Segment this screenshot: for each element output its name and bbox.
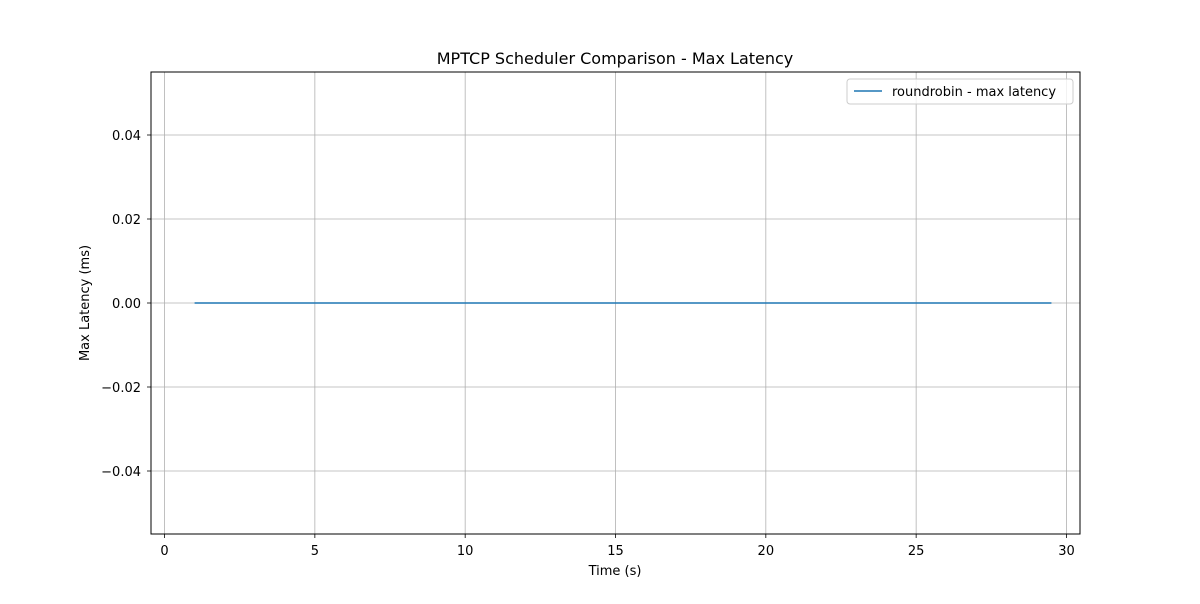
x-tick-label: 5: [311, 544, 319, 559]
x-tick-label: 0: [160, 544, 168, 559]
x-tick-label: 15: [607, 544, 624, 559]
y-tick-label: 0.02: [112, 213, 141, 228]
legend-box: [846, 78, 1074, 105]
x-axis-label: Time (s): [588, 564, 642, 579]
y-axis-ticks: −0.04 −0.02 0.00 0.02 0.04: [101, 129, 151, 480]
x-tick-label: 30: [1058, 544, 1075, 559]
legend: roundrobin - max latency: [846, 78, 1074, 105]
x-tick-label: 10: [457, 544, 474, 559]
y-tick-label: −0.04: [101, 465, 141, 480]
x-axis-ticks: 0 5 10 15 20 25 30: [160, 534, 1075, 559]
y-axis-label: Max Latency (ms): [78, 245, 93, 361]
x-tick-label: 20: [758, 544, 775, 559]
chart-title: MPTCP Scheduler Comparison - Max Latency: [437, 49, 794, 68]
y-tick-label: 0.04: [112, 129, 141, 144]
y-tick-label: −0.02: [101, 381, 141, 396]
y-tick-label: 0.00: [112, 297, 141, 312]
legend-entry-label: roundrobin - max latency: [892, 85, 1056, 100]
x-tick-label: 25: [908, 544, 925, 559]
